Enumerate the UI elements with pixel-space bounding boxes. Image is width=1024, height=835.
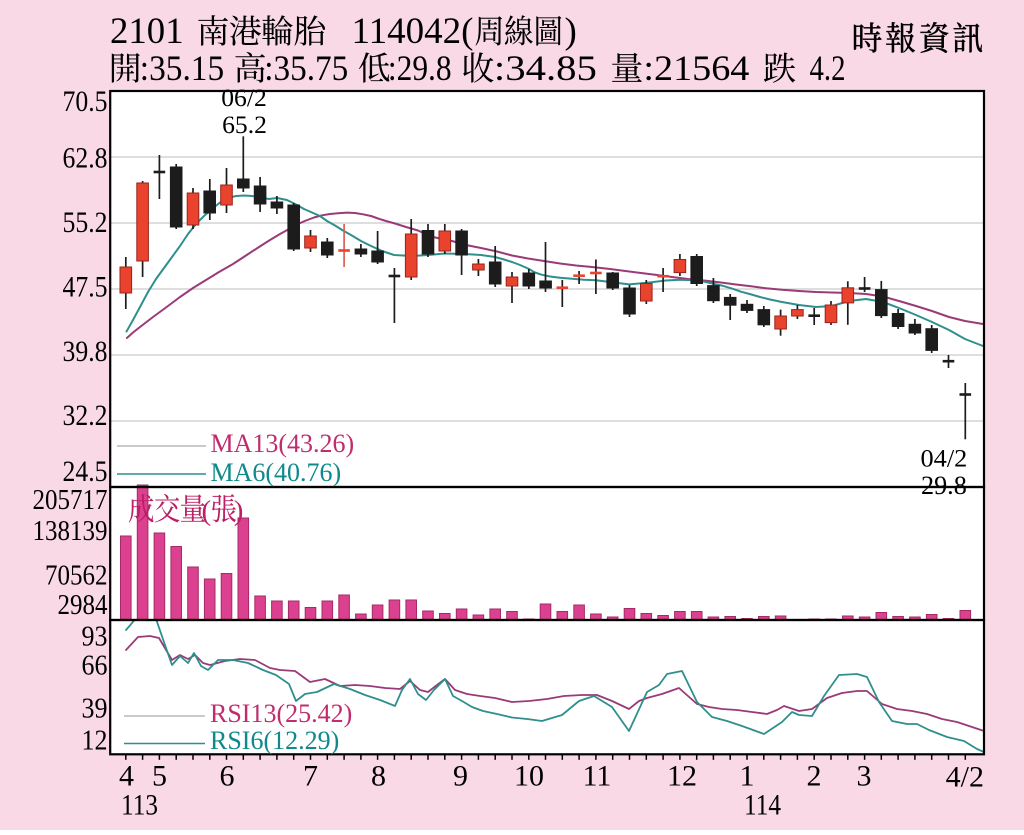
svg-text:MA6(40.76): MA6(40.76) — [211, 458, 342, 487]
svg-text:2984: 2984 — [58, 590, 108, 621]
svg-text:10: 10 — [514, 760, 544, 793]
svg-text::35.15: :35.15 — [140, 48, 224, 88]
svg-text:4.2: 4.2 — [810, 48, 846, 88]
svg-text:2: 2 — [807, 760, 822, 793]
svg-text:6: 6 — [220, 760, 235, 793]
svg-text::21564: :21564 — [643, 48, 749, 88]
svg-text:7: 7 — [303, 760, 318, 793]
svg-text:4/2: 4/2 — [946, 761, 984, 794]
svg-text::29.8: :29.8 — [388, 48, 452, 88]
svg-text:62.8: 62.8 — [63, 142, 108, 175]
svg-text:29.8: 29.8 — [921, 471, 967, 500]
svg-text:138139: 138139 — [33, 516, 108, 547]
svg-text::35.75: :35.75 — [264, 48, 348, 88]
svg-text:8: 8 — [371, 760, 386, 793]
svg-text:39: 39 — [82, 693, 108, 725]
svg-text:): ) — [234, 495, 244, 527]
svg-text:66: 66 — [82, 650, 108, 682]
svg-text:2101: 2101 — [110, 11, 184, 52]
svg-text::34.85: :34.85 — [494, 48, 597, 88]
svg-text:114042(: 114042( — [352, 11, 474, 52]
svg-text:): ) — [565, 11, 577, 52]
svg-text:12: 12 — [667, 760, 697, 793]
svg-text:93: 93 — [82, 621, 108, 653]
svg-text:06/2: 06/2 — [221, 83, 267, 112]
svg-text:55.2: 55.2 — [63, 206, 108, 239]
svg-text:RSI13(25.42): RSI13(25.42) — [210, 699, 352, 728]
svg-text:70562: 70562 — [45, 561, 108, 592]
svg-text:65.2: 65.2 — [222, 110, 267, 139]
svg-text:113: 113 — [121, 789, 158, 822]
svg-text:32.2: 32.2 — [63, 399, 108, 432]
svg-text:RSI6(12.29): RSI6(12.29) — [210, 726, 339, 755]
svg-text:(: ( — [202, 495, 212, 527]
svg-text:24.5: 24.5 — [63, 455, 108, 488]
svg-text:114: 114 — [744, 789, 781, 822]
svg-text:9: 9 — [453, 760, 468, 793]
svg-text:MA13(43.26): MA13(43.26) — [211, 429, 355, 458]
svg-text:1: 1 — [740, 760, 755, 793]
svg-text:3: 3 — [857, 760, 872, 793]
svg-text:205717: 205717 — [33, 485, 108, 516]
svg-text:39.8: 39.8 — [63, 335, 108, 368]
svg-text:47.5: 47.5 — [63, 271, 108, 304]
svg-text:5: 5 — [152, 760, 167, 793]
svg-text:70.5: 70.5 — [63, 85, 108, 118]
svg-text:04/2: 04/2 — [921, 444, 968, 473]
svg-text:12: 12 — [82, 725, 108, 757]
svg-text:11: 11 — [583, 760, 612, 793]
svg-text:4: 4 — [119, 760, 134, 793]
